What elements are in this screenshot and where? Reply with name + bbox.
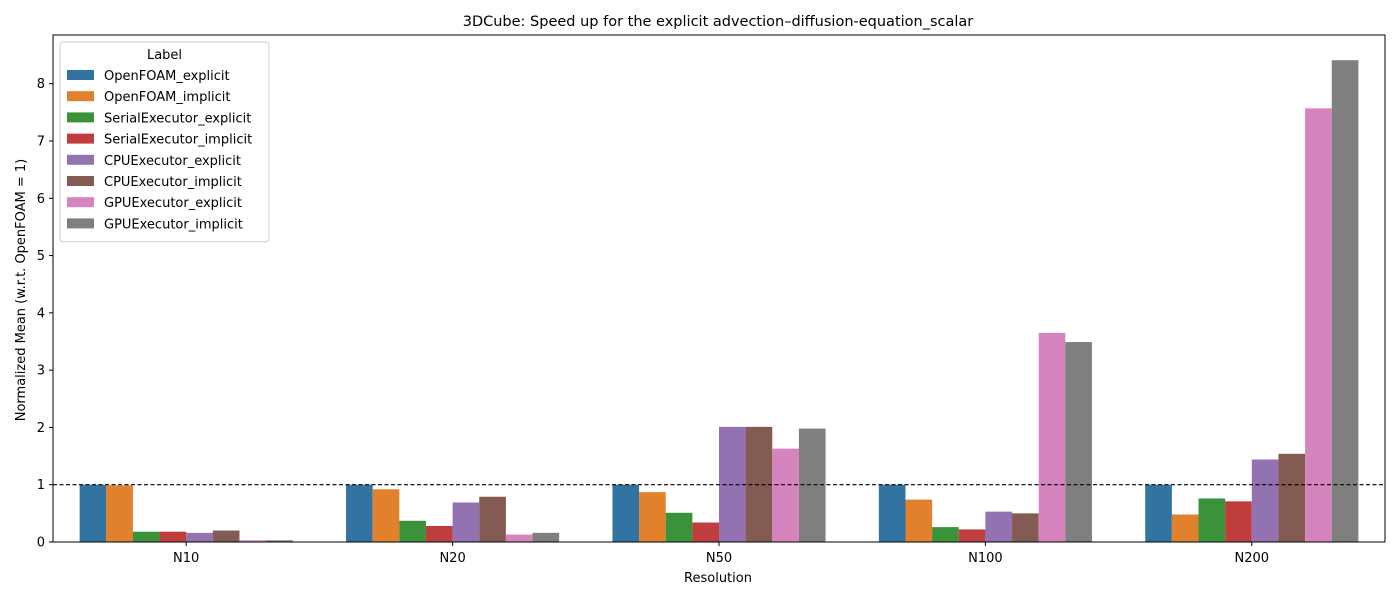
bar: [612, 484, 640, 542]
bar: [639, 492, 666, 542]
bar: [985, 511, 1013, 542]
legend: Label OpenFOAM_explicit OpenFOAM_implicit S…: [59, 41, 270, 243]
y-tick-label: 7: [37, 134, 45, 149]
legend-box: [59, 41, 270, 243]
bar: [1065, 342, 1092, 542]
x-tick-label: N200: [1235, 551, 1270, 566]
legend-entry: SerialExecutor_explicit: [104, 111, 251, 126]
bar: [479, 496, 506, 542]
bar: [1145, 484, 1172, 542]
axes-group: 0 1 2 3 4 5 6 7 8 N10 N20 N50 N100 N200: [37, 34, 1386, 566]
legend-entry: GPUExecutor_explicit: [104, 196, 242, 211]
bar: [346, 484, 373, 542]
y-tick-label: 8: [37, 77, 45, 92]
legend-swatch: [67, 70, 94, 80]
bar: [79, 484, 107, 542]
x-axis-label: Resolution: [684, 571, 752, 586]
bar: [1331, 60, 1359, 543]
bar: [186, 532, 213, 542]
legend-swatch: [67, 197, 94, 208]
bar: [932, 527, 959, 542]
y-tick-label: 2: [37, 421, 45, 436]
legend-swatch: [67, 112, 94, 123]
bar: [692, 522, 719, 542]
bar: [905, 499, 933, 542]
bar: [1225, 501, 1252, 542]
bars-group: [79, 60, 1359, 543]
bar: [372, 489, 400, 542]
legend-swatch: [67, 154, 94, 165]
bar: [106, 485, 133, 542]
bar: [1305, 108, 1332, 542]
x-tick-label: N50: [706, 551, 732, 566]
bar: [1198, 498, 1226, 542]
legend-entry: GPUExecutor_implicit: [104, 217, 243, 232]
legend-entry: CPUExecutor_implicit: [104, 175, 242, 190]
bar: [1038, 332, 1066, 542]
bar: [399, 520, 426, 542]
legend-entry: SerialExecutor_implicit: [104, 133, 252, 148]
legend-swatch: [67, 176, 94, 186]
bar: [1251, 459, 1279, 542]
bar: [212, 530, 240, 542]
legend-entry: CPUExecutor_explicit: [104, 154, 241, 169]
bar: [159, 531, 187, 542]
bar: [452, 502, 480, 542]
y-tick-label: 3: [37, 364, 45, 379]
bar: [772, 448, 799, 542]
bar: [1278, 453, 1306, 542]
bar: [266, 540, 293, 542]
legend-swatch: [67, 91, 94, 102]
x-tick-label: N10: [173, 551, 199, 566]
bar: [239, 540, 267, 542]
y-tick-label: 5: [37, 249, 45, 264]
legend-swatch: [67, 133, 94, 144]
y-tick-label: 4: [37, 306, 45, 321]
bar: [132, 531, 160, 542]
bar: [425, 525, 453, 542]
y-axis-label: Normalized Mean (w.r.t. OpenFOAM = 1): [14, 159, 29, 422]
chart-title: 3DCube: Speed up for the explicit advect…: [463, 14, 974, 30]
bar: [878, 484, 906, 542]
legend-entry: OpenFOAM_explicit: [104, 69, 230, 84]
x-tick-label: N20: [439, 551, 465, 566]
y-tick-label: 1: [37, 478, 45, 493]
bar: [505, 534, 533, 542]
legend-swatch: [67, 218, 94, 229]
y-tick-label: 6: [37, 192, 45, 207]
bar: [532, 532, 560, 542]
legend-entry: OpenFOAM_implicit: [104, 90, 230, 105]
bar: [1012, 513, 1039, 542]
bar: [665, 512, 693, 542]
bar: [958, 529, 986, 542]
y-tick-label: 0: [37, 536, 45, 551]
x-tick-label: N100: [968, 551, 1003, 566]
bar: [798, 428, 826, 542]
bar: [1171, 514, 1199, 542]
legend-title: Label: [147, 48, 182, 63]
